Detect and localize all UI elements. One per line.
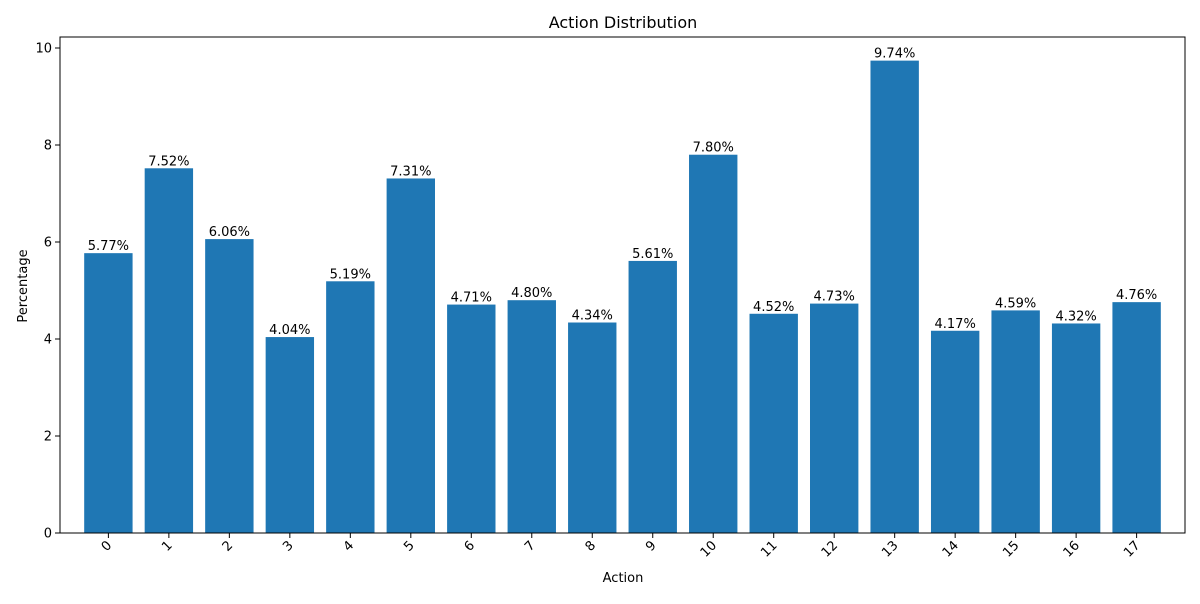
x-tick-label-8: 8: [583, 538, 599, 554]
x-tick-label-7: 7: [522, 538, 538, 554]
data-label-4: 5.19%: [330, 267, 371, 282]
bar-17: [1112, 302, 1161, 533]
data-label-7: 4.80%: [511, 286, 552, 301]
x-tick-label-17: 17: [1121, 538, 1143, 560]
x-tick-label-16: 16: [1061, 538, 1083, 560]
data-label-9: 5.61%: [632, 247, 673, 262]
bar-16: [1051, 323, 1101, 533]
y-tick-label-4: 4: [44, 333, 52, 348]
x-tick-label-9: 9: [643, 538, 659, 554]
y-tick-label-6: 6: [44, 236, 52, 251]
data-label-1: 7.52%: [148, 154, 189, 169]
x-tick-label-1: 1: [159, 538, 175, 554]
x-tick-label-0: 0: [99, 538, 115, 554]
data-label-10: 7.80%: [693, 141, 734, 156]
bars-layer: [84, 60, 1161, 534]
data-label-11: 4.52%: [753, 300, 794, 315]
data-label-14: 4.17%: [935, 317, 976, 332]
x-tick-label-3: 3: [280, 538, 296, 554]
data-label-2: 6.06%: [209, 225, 250, 240]
x-tick-label-10: 10: [698, 538, 720, 560]
x-tick-label-11: 11: [758, 538, 780, 560]
bar-15: [991, 310, 1040, 533]
bar-7: [507, 300, 556, 533]
plot-frame: [59, 36, 1186, 534]
data-label-16: 4.32%: [1055, 309, 1096, 324]
x-tick-label-2: 2: [220, 538, 236, 554]
y-tick-label-10: 10: [35, 42, 52, 57]
x-tick-label-14: 14: [940, 538, 962, 560]
bar-10: [689, 154, 738, 533]
bar-2: [205, 239, 254, 533]
x-tick-label-15: 15: [1000, 538, 1022, 560]
bar-5: [386, 178, 435, 533]
bar-13: [870, 60, 919, 534]
x-tick-label-13: 13: [879, 538, 901, 560]
bar-6: [447, 304, 496, 533]
x-axis-label: Action: [603, 571, 644, 586]
y-tick-label-8: 8: [44, 139, 52, 154]
bar-4: [326, 281, 375, 533]
bar-8: [568, 322, 617, 533]
data-label-3: 4.04%: [269, 323, 310, 338]
bar-12: [810, 303, 859, 533]
bar-14: [930, 330, 980, 533]
chart-title: Action Distribution: [549, 13, 698, 32]
data-label-17: 4.76%: [1116, 288, 1157, 303]
data-label-12: 4.73%: [814, 290, 855, 305]
data-label-8: 4.34%: [572, 309, 613, 324]
bar-3: [265, 337, 315, 533]
data-label-15: 4.59%: [995, 296, 1036, 311]
bar-11: [749, 313, 798, 533]
bar-9: [628, 260, 677, 533]
bar-0: [84, 253, 133, 533]
data-label-0: 5.77%: [88, 239, 129, 254]
x-tick-label-6: 6: [462, 538, 478, 554]
x-tick-label-5: 5: [401, 538, 417, 554]
y-tick-label-0: 0: [44, 527, 52, 542]
bar-1: [144, 168, 194, 534]
x-tick-label-4: 4: [341, 538, 357, 554]
data-label-6: 4.71%: [451, 291, 492, 306]
data-labels-layer: 5.77% 7.52% 6.06% 4.04% 5.19% 7.31% 4.71% 4.80%…: [88, 47, 1158, 338]
y-tick-label-2: 2: [44, 430, 52, 445]
data-label-5: 7.31%: [390, 164, 431, 179]
y-axis-label: Percentage: [16, 249, 31, 322]
x-tick-label-12: 12: [819, 538, 841, 560]
data-label-13: 9.74%: [874, 47, 915, 62]
